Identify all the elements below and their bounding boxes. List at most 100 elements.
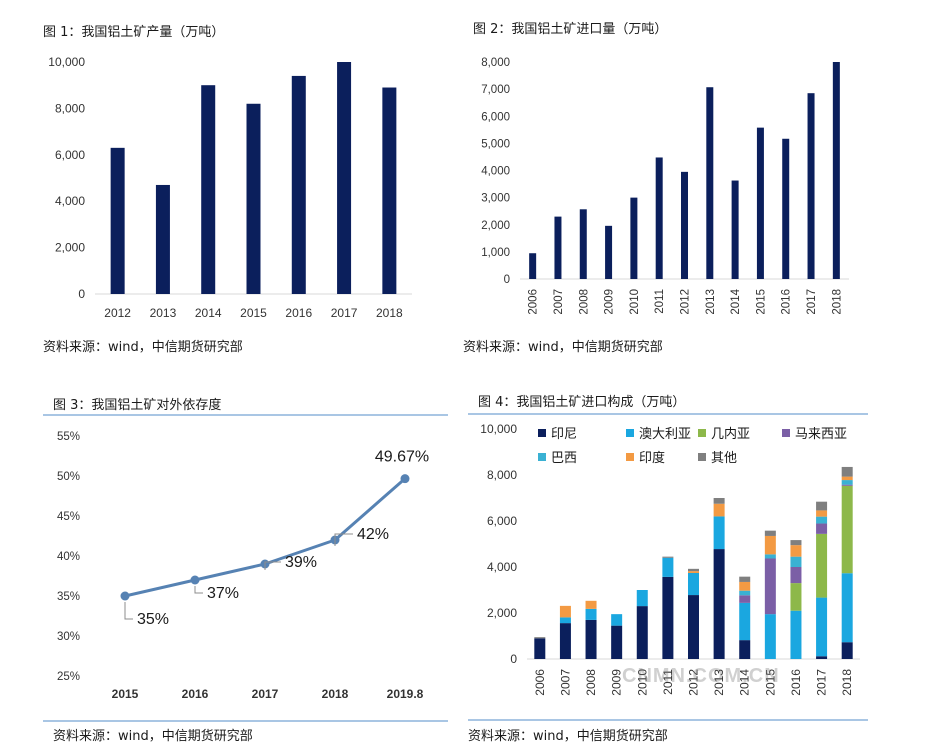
chart-2-y-tick: 6,000 xyxy=(481,111,510,123)
chart-1-bar xyxy=(155,184,170,294)
chart-3-point xyxy=(120,591,130,601)
chart-3-point xyxy=(400,474,410,484)
chart-2-bar xyxy=(554,216,562,279)
chart-2-y-tick: 3,000 xyxy=(481,193,510,205)
watermark: CNMN.COM.CN xyxy=(622,665,780,687)
chart-4-legend-swatch xyxy=(698,429,706,437)
chart-4-bar-segment xyxy=(585,619,597,659)
chart-2-bar xyxy=(807,93,815,279)
chart-2-x-tick: 2015 xyxy=(755,289,767,315)
chart-4-bar-segment xyxy=(585,600,597,609)
chart-2-x-tick: 2011 xyxy=(654,289,666,314)
chart-2-x-tick: 2010 xyxy=(629,289,641,315)
chart-4-bar-segment xyxy=(688,595,699,659)
chart-3-y-tick: 55% xyxy=(57,431,80,443)
chart-4-bar-segment xyxy=(559,623,571,659)
chart-2-x-tick: 2008 xyxy=(578,289,590,315)
chart-4-svg: 0 2,000 4,000 6,000 8,000 10,000 2006 2007 2008 2… xyxy=(480,422,860,696)
chart-4-x-tick: 2007 xyxy=(558,669,572,696)
chart-4-bar-segment xyxy=(816,510,828,517)
chart-4-bar-segment xyxy=(559,605,571,618)
chart-1-x-tick: 2018 xyxy=(376,306,403,320)
chart-2-y-tick: 4,000 xyxy=(481,166,510,178)
chart-1-y-tick: 0 xyxy=(78,287,85,301)
chart-3-label-leader xyxy=(264,561,281,570)
chart-4-bar-segment xyxy=(739,576,751,582)
chart-4-bar-segment xyxy=(585,608,597,620)
chart-4-bar-segment xyxy=(559,617,571,624)
chart-4-y-tick: 6,000 xyxy=(487,514,517,528)
chart-3-data-label: 49.67% xyxy=(375,449,429,466)
chart-3-source: 资料来源：wind，中信期货研究部 xyxy=(53,729,253,744)
chart-2-x-tick: 2013 xyxy=(705,289,717,315)
chart-4-bar-segment xyxy=(739,595,751,603)
chart-4-bar-segment xyxy=(688,571,699,573)
chart-2-y-tick: 5,000 xyxy=(481,138,510,150)
chart-1-x-tick: 2012 xyxy=(104,306,131,320)
chart-4-x-tick: 2009 xyxy=(610,669,624,696)
chart-4-bar-segment xyxy=(816,501,828,511)
chart-2-x-tick: 2009 xyxy=(604,289,616,315)
chart-1-bar xyxy=(110,147,125,294)
chart-2-y-tick: 1,000 xyxy=(481,247,510,259)
chart-3-y-tick: 35% xyxy=(57,591,80,603)
chart-4-bar-segment xyxy=(764,558,776,615)
chart-1-source: 资料来源：wind，中信期货研究部 xyxy=(43,340,243,355)
chart-1-svg: 0 2,000 4,000 6,000 8,000 10,000 2012 2013 2014 2… xyxy=(48,55,412,320)
chart-3-label-leader xyxy=(194,586,203,594)
chart-4-bar-segment xyxy=(739,581,751,591)
chart-4-y-tick: 4,000 xyxy=(487,560,517,574)
chart-3-label-leader xyxy=(334,533,353,546)
chart-4-bar-segment xyxy=(713,516,725,550)
chart-4-bar-segment xyxy=(816,523,828,534)
chart-1-x-tick: 2016 xyxy=(285,306,312,320)
chart-4-bar-segment xyxy=(662,576,674,659)
chart-2-bar xyxy=(832,62,840,279)
chart-4-x-tick: 2008 xyxy=(584,669,598,696)
chart-2-bar xyxy=(782,138,790,279)
chart-4-bar-segment xyxy=(841,484,853,486)
chart-2-y-tick: 7,000 xyxy=(481,84,510,96)
chart-4-x-tick: 2017 xyxy=(815,669,829,696)
chart-4-bar-segment xyxy=(713,549,725,659)
chart-4-bar-segment xyxy=(739,640,751,659)
chart-4-y-tick: 0 xyxy=(510,652,517,666)
chart-4-legend-swatch xyxy=(782,429,790,437)
chart-2-bar xyxy=(605,225,613,279)
chart-4-bar-segment xyxy=(790,583,802,611)
chart-3-svg: 25% 30% 35% 40% 45% 50% 55% 2015 2016 2017 2018 201… xyxy=(57,431,429,701)
chart-3-x-tick: 2019.8 xyxy=(387,687,424,701)
chart-4-legend-label: 几内亚 xyxy=(711,426,750,441)
chart-4-source: 资料来源：wind，中信期货研究部 xyxy=(468,729,668,744)
chart-4-y-tick: 2,000 xyxy=(487,606,517,620)
chart-4-bar-segment xyxy=(841,573,853,643)
chart-4-bar-segment xyxy=(534,637,546,639)
chart-3-point xyxy=(190,575,200,585)
chart-4-bar-segment xyxy=(662,557,674,577)
chart-2-bar xyxy=(529,253,537,279)
chart-1-y-tick: 8,000 xyxy=(55,101,85,115)
chart-4-bar-segment xyxy=(816,516,828,524)
chart-4-bar-segment xyxy=(790,556,802,567)
chart-3-label-leader xyxy=(124,602,133,620)
chart-4-x-tick: 2012 xyxy=(687,669,701,696)
chart-3-y-tick: 45% xyxy=(57,511,80,523)
chart-4-bar-segment xyxy=(790,610,802,659)
chart-3-y-tick: 40% xyxy=(57,551,80,563)
chart-4-x-tick: 2011 xyxy=(661,669,675,695)
chart-4-bar-segment xyxy=(790,545,802,557)
chart-2-bar xyxy=(655,157,663,279)
chart-1-x-tick: 2013 xyxy=(150,306,177,320)
chart-2-y-tick: 0 xyxy=(504,274,510,286)
chart-4-bar-segment xyxy=(816,533,828,598)
chart-4-bar-segment xyxy=(790,567,802,584)
chart-1-bar xyxy=(246,103,261,294)
chart-4-bar-segment xyxy=(688,572,699,596)
chart-4-bar-segment xyxy=(713,503,725,517)
chart-2-title: 图 2：我国铝土矿进口量（万吨） xyxy=(473,22,668,37)
chart-4-top-rule xyxy=(468,413,868,415)
chart-4-bar-segment xyxy=(764,530,776,536)
chart-4-y-tick: 10,000 xyxy=(480,422,517,436)
chart-4-x-tick: 2014 xyxy=(738,669,752,696)
chart-4-legend-label: 印尼 xyxy=(551,426,577,441)
